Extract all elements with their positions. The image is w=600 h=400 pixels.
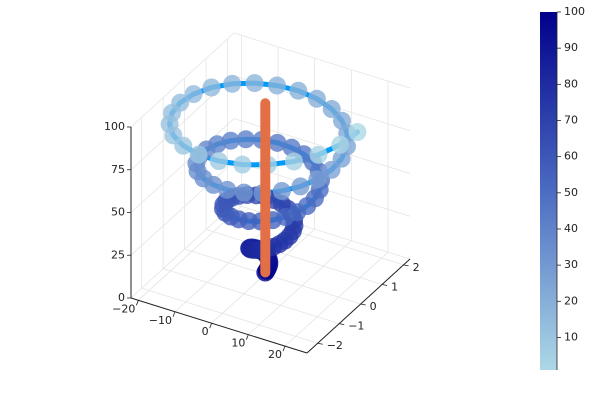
marker <box>291 177 310 196</box>
z-tick-label: 0 <box>118 291 125 304</box>
marker <box>268 76 287 95</box>
colorbar-tick-label: 60 <box>564 150 578 163</box>
colorbar <box>540 12 557 370</box>
x-tick <box>209 323 213 329</box>
x-axis <box>130 297 308 354</box>
y-axis <box>306 258 411 354</box>
grid-line <box>233 32 411 89</box>
x-tick <box>282 345 286 352</box>
marker <box>245 74 264 93</box>
marker <box>331 135 350 154</box>
colorbar-tick-label: 10 <box>564 330 578 343</box>
marker <box>332 111 351 130</box>
y-tick-label: 1 <box>391 280 398 293</box>
x-tick <box>172 311 176 317</box>
marker <box>209 152 228 171</box>
marker <box>218 180 237 199</box>
y-tick-label: −2 <box>327 339 343 352</box>
y-tick <box>403 264 409 267</box>
x-tick-label: −20 <box>112 302 135 315</box>
y-tick <box>339 323 345 326</box>
y-tick <box>382 284 388 286</box>
marker <box>221 131 240 150</box>
colorbar-tick-label: 90 <box>564 41 578 54</box>
grid-line <box>130 203 235 299</box>
colorbar-tick-label: 50 <box>564 186 578 199</box>
y-tick <box>317 342 323 345</box>
y-tick-label: 0 <box>370 300 377 313</box>
marker <box>272 181 291 200</box>
marker <box>282 138 301 157</box>
colorbar-tick-label: 40 <box>564 222 578 235</box>
grid-line <box>141 287 318 344</box>
marker <box>284 152 303 171</box>
z-tick-label: 50 <box>111 206 125 219</box>
z-tick-label: 25 <box>111 248 125 261</box>
marker <box>307 89 326 108</box>
y-tick-label: −1 <box>348 320 364 333</box>
z-tick-label: 100 <box>104 120 125 133</box>
colorbar-tick-label: 30 <box>564 258 578 271</box>
grid-line <box>248 240 352 335</box>
marker <box>189 145 208 164</box>
grid-line <box>130 32 235 128</box>
x-tick-label: 0 <box>202 325 209 338</box>
marker <box>348 123 367 142</box>
x-tick-label: 10 <box>231 337 245 350</box>
grid-line <box>163 268 340 325</box>
grid-line <box>130 118 235 213</box>
colorbar-tick-label: 70 <box>564 113 578 126</box>
marker <box>308 170 327 189</box>
marker <box>223 74 242 93</box>
marker <box>202 78 221 97</box>
marker <box>268 133 287 152</box>
marker <box>234 183 253 202</box>
colorbar-tick-label: 20 <box>564 294 578 307</box>
x-tick-label: 20 <box>268 348 282 361</box>
grid-line <box>284 251 389 347</box>
marker <box>233 155 252 174</box>
marker <box>204 175 223 194</box>
x-tick-label: −10 <box>149 314 172 327</box>
z-tick-label: 75 <box>111 163 125 176</box>
marker <box>174 136 193 155</box>
x-tick <box>135 300 139 306</box>
marker <box>236 130 255 149</box>
x-tick <box>245 334 249 340</box>
marker <box>289 81 308 100</box>
marker <box>322 100 341 119</box>
y-tick <box>360 303 366 306</box>
grid-line <box>205 229 383 285</box>
y-tick-label: 2 <box>413 261 420 274</box>
marker <box>309 145 328 164</box>
colorbar-tick-label: 100 <box>564 5 585 18</box>
colorbar-tick-label: 80 <box>564 77 578 90</box>
marker <box>184 85 203 104</box>
